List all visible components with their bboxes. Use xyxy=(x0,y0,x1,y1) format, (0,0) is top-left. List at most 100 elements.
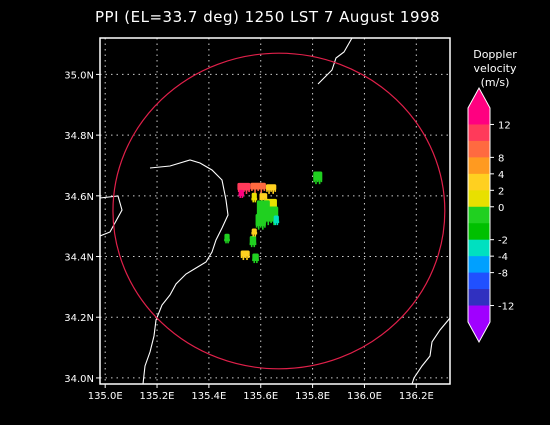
colorbar-label: 2 xyxy=(498,186,504,197)
echo-fringe xyxy=(250,242,253,248)
echo-fringe xyxy=(270,189,272,192)
colorbar-segment xyxy=(468,206,490,224)
echo-fringe xyxy=(238,193,241,196)
echo-fringe xyxy=(228,238,230,242)
echo-fringe xyxy=(252,197,255,203)
echo-fringe xyxy=(252,232,255,237)
colorbar-top-arrow xyxy=(468,88,490,108)
echo-fringe xyxy=(227,238,229,244)
echo-fringe xyxy=(240,255,243,259)
chart-title: PPI (EL=33.7 deg) 1250 LST 7 August 1998 xyxy=(95,8,441,26)
echo-cell xyxy=(313,171,323,181)
echo-fringe xyxy=(243,189,245,193)
echo-fringe xyxy=(259,225,262,228)
colorbar-title: velocity xyxy=(474,62,517,75)
echo-fringe xyxy=(254,242,257,246)
colorbar-title: Doppler xyxy=(473,48,517,61)
echo-fringe xyxy=(257,188,259,191)
echo-cells xyxy=(224,171,323,264)
echo-fringe xyxy=(253,232,256,235)
y-tick-label: 35.0N xyxy=(64,70,94,81)
colorbar-outline xyxy=(467,86,491,344)
echo-fringe xyxy=(262,197,265,201)
echo-fringe xyxy=(263,188,266,191)
echo-fringe xyxy=(264,197,266,203)
colorbar-segment xyxy=(468,305,490,323)
echo-fringe xyxy=(242,255,245,261)
echo-fringe xyxy=(316,179,319,183)
echo-fringe xyxy=(225,238,227,244)
echo-fringe xyxy=(252,258,254,262)
echo-fringe xyxy=(246,255,248,261)
echo-fringe xyxy=(255,232,258,235)
echo-cell xyxy=(250,182,266,190)
colorbar-segment xyxy=(468,173,490,191)
echo-fringe xyxy=(256,258,258,264)
colorbar-segment xyxy=(468,157,490,175)
colorbar-label: -8 xyxy=(498,269,508,280)
x-tick-label: 135.2E xyxy=(140,391,175,402)
echo-fringe xyxy=(274,189,277,192)
y-tick-label: 34.0N xyxy=(64,374,94,385)
echo-cell xyxy=(265,184,277,191)
echo-fringe xyxy=(253,197,256,201)
echo-cell xyxy=(255,214,266,227)
echo-cell xyxy=(249,236,257,244)
echo-fringe xyxy=(254,232,257,237)
echo-fringe xyxy=(249,242,252,246)
echo-fringe xyxy=(248,189,250,193)
echo-cell xyxy=(240,250,250,257)
x-tick-label: 135.0E xyxy=(88,391,123,402)
echo-fringe xyxy=(241,193,244,198)
echo-cell xyxy=(238,189,244,195)
echo-cell xyxy=(251,192,257,199)
echo-fringe xyxy=(262,225,264,230)
colorbar-segment xyxy=(468,272,490,290)
colorbar-label: 12 xyxy=(498,120,511,131)
echo-fringe xyxy=(251,188,253,191)
x-tick-label: 136.0E xyxy=(347,391,382,402)
echo-cell xyxy=(252,253,259,260)
x-axis-ticks: 135.0E 135.2E 135.4E 135.6E 135.8E 136.0E 136.… xyxy=(88,384,434,402)
echo-fringe xyxy=(226,238,228,242)
echo-fringe xyxy=(276,220,279,226)
echo-fringe xyxy=(254,258,257,262)
echo-fringe xyxy=(255,197,258,201)
colorbar-segment xyxy=(468,140,490,158)
colorbar-segment xyxy=(468,289,490,307)
echo-fringe xyxy=(315,179,317,185)
echo-cell xyxy=(224,233,230,240)
x-tick-label: 136.2E xyxy=(399,391,434,402)
echo-fringe xyxy=(237,189,240,193)
grid-lines xyxy=(100,38,450,384)
echo-fringe xyxy=(318,179,321,185)
colorbar-bottom-arrow xyxy=(468,322,490,342)
echo-fringe xyxy=(268,189,270,194)
colorbar-label: -12 xyxy=(498,302,514,313)
y-tick-label: 34.6N xyxy=(64,192,94,203)
colorbar-label: 0 xyxy=(498,203,504,214)
colorbar-label: 4 xyxy=(498,170,504,181)
coastline xyxy=(100,38,450,384)
echo-fringe xyxy=(253,242,256,248)
y-axis-ticks: 34.0N 34.2N 34.4N 34.6N 34.8N 35.0N xyxy=(64,70,100,385)
colorbar-label: -4 xyxy=(498,252,508,263)
colorbar-segment xyxy=(468,108,490,125)
colorbar-segment xyxy=(468,223,490,241)
echo-fringe xyxy=(260,197,263,203)
echo-fringe xyxy=(240,193,243,196)
colorbar-label: 8 xyxy=(498,153,504,164)
x-tick-label: 135.8E xyxy=(295,391,330,402)
y-tick-label: 34.4N xyxy=(64,253,94,264)
echo-cell xyxy=(259,193,268,199)
echo-fringe xyxy=(254,188,256,193)
echo-cell xyxy=(237,182,251,191)
echo-fringe xyxy=(272,189,274,194)
echo-fringe xyxy=(251,232,253,235)
echo-fringe xyxy=(251,197,253,201)
echo-fringe xyxy=(260,188,263,193)
colorbar-segment xyxy=(468,124,490,142)
echo-fringe xyxy=(248,255,250,259)
